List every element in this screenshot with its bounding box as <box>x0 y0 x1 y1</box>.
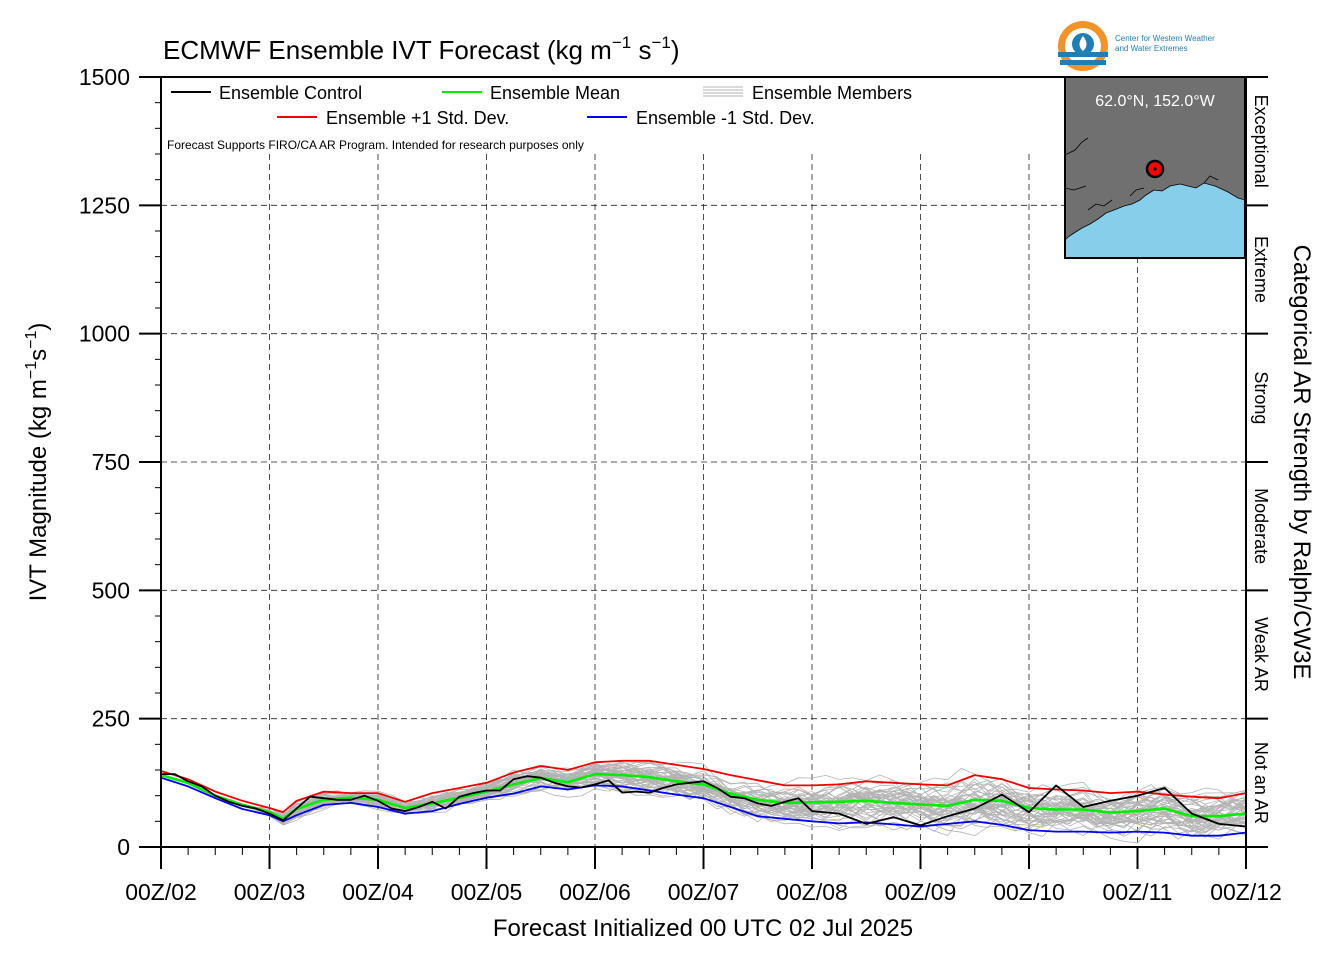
x-tick-label: 00Z/04 <box>342 879 414 905</box>
inset-land <box>1065 77 1245 241</box>
chart-title: ECMWF Ensemble IVT Forecast (kg m−1 s−1) <box>163 33 680 65</box>
right-axis-title: Categorical AR Strength by Ralph/CW3E <box>1288 245 1315 680</box>
y-tick-label: 250 <box>92 706 130 732</box>
x-tick-label: 00Z/07 <box>668 879 740 905</box>
y-tick-label: 0 <box>117 834 130 860</box>
logo-text-line-2: and Water Extremes <box>1115 44 1188 53</box>
category-label: Strong <box>1251 371 1271 424</box>
category-label: Extreme <box>1251 236 1271 303</box>
legend-label-mean: Ensemble Mean <box>490 83 620 103</box>
legend-swatch-members <box>703 86 743 97</box>
x-tick-label: 00Z/02 <box>125 879 197 905</box>
logo-text-line-1: Center for Western Weather <box>1115 34 1215 43</box>
x-tick-label: 00Z/11 <box>1103 879 1173 905</box>
legend-label-minus-std: Ensemble -1 Std. Dev. <box>636 108 815 128</box>
x-tick-label: 00Z/03 <box>234 879 306 905</box>
grid-lines <box>161 77 1246 847</box>
location-marker-center <box>1153 167 1157 171</box>
logo-wave-2 <box>1060 60 1106 65</box>
x-tick-label: 00Z/12 <box>1210 879 1282 905</box>
x-tick-label: 00Z/08 <box>776 879 848 905</box>
location-inset-map: 62.0°N, 152.0°W <box>1064 76 1246 259</box>
y-tick-label: 1500 <box>79 64 130 90</box>
series-lines <box>161 759 1246 837</box>
y-tick-label: 1000 <box>79 321 130 347</box>
category-label: Not an AR <box>1251 742 1271 824</box>
y-tick-label: 750 <box>92 449 130 475</box>
legend-label-control: Ensemble Control <box>219 83 362 103</box>
category-label: Exceptional <box>1251 95 1271 188</box>
x-axis-title: Forecast Initialized 00 UTC 02 Jul 2025 <box>493 915 913 942</box>
legend-label-members: Ensemble Members <box>752 83 912 103</box>
category-label: Moderate <box>1251 488 1271 564</box>
logo-drop-icon <box>1079 36 1087 51</box>
inset-coast-detail <box>1065 137 1219 211</box>
legend-label-plus-std: Ensemble +1 Std. Dev. <box>326 108 509 128</box>
x-tick-label: 00Z/10 <box>993 879 1065 905</box>
category-label: Weak AR <box>1251 617 1271 692</box>
ensemble-minus-std-line <box>161 776 1246 837</box>
y-axis-title: IVT Magnitude (kg m−1s−1) <box>23 323 52 602</box>
y-tick-label: 500 <box>92 577 130 603</box>
axes: 0 250 500 750 1000 1250 1500 Not an AR Weak AR Mo… <box>79 64 1282 905</box>
cw3e-logo: Center for Western Weather and Water Ext… <box>1058 21 1215 71</box>
ensemble-member-line <box>161 769 1246 834</box>
x-tick-label: 00Z/09 <box>885 879 957 905</box>
research-note: Forecast Supports FIRO/CA AR Program. In… <box>167 138 584 152</box>
y-tick-label: 1250 <box>79 192 130 218</box>
x-tick-label: 00Z/05 <box>451 879 523 905</box>
inset-location-label: 62.0°N, 152.0°W <box>1095 93 1215 110</box>
x-tick-label: 00Z/06 <box>559 879 631 905</box>
ensemble-control-line <box>161 773 1246 828</box>
legend: Ensemble Control Ensemble Mean Ensemble … <box>171 83 912 128</box>
